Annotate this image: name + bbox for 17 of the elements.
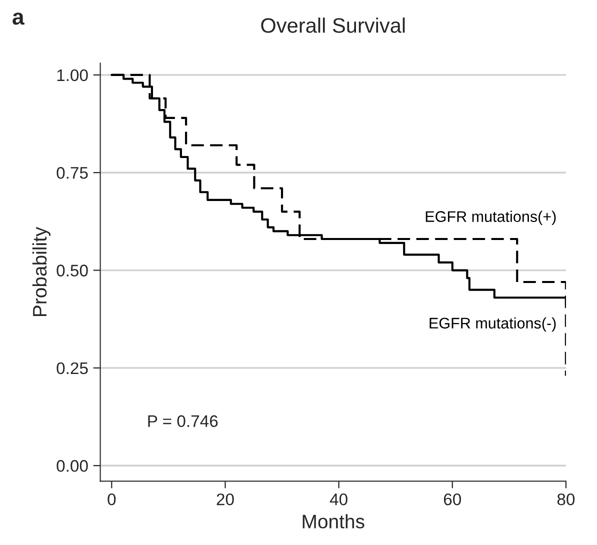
y-tick-label: 0.25 — [56, 362, 88, 374]
y-tick-label: 0.50 — [56, 264, 88, 276]
y-tick-label: 0.00 — [56, 460, 88, 472]
y-axis-title: Probability — [32, 226, 50, 316]
x-axis-title: Months — [302, 514, 364, 528]
annotation: P = 0.746 — [148, 415, 218, 428]
x-tick-label: 20 — [216, 493, 234, 506]
x-tick-label: 40 — [330, 493, 348, 506]
y-tick-label: 1.00 — [57, 69, 88, 82]
series-label: EGFR mutations(-) — [430, 317, 556, 332]
text: a — [12, 12, 24, 25]
series-label: EGFR mutations(+) — [426, 210, 556, 225]
x-tick-label: 0 — [108, 493, 116, 506]
x-tick-label: 80 — [557, 493, 575, 506]
y-tick-label: 0.75 — [56, 167, 88, 179]
x-tick-label: 60 — [444, 493, 461, 506]
chart-title: Overall Survival — [261, 18, 405, 33]
